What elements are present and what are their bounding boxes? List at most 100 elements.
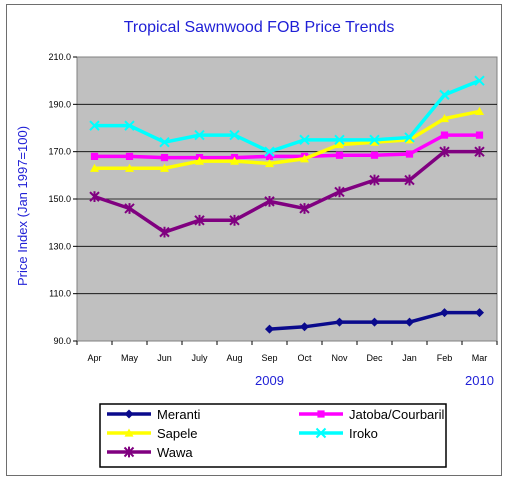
marker-diamond [440,308,449,318]
marker-triangle [265,159,274,168]
y-tick-label: 90.0 [53,336,71,346]
data-point [404,174,415,186]
marker-x [264,146,275,157]
data-point [334,134,345,146]
legend-label: Sapele [157,426,197,441]
y-tick-label: 110.0 [49,289,71,299]
data-point [125,163,134,172]
y-tick-label: 150.0 [48,194,71,204]
marker-x [194,129,205,141]
y-tick-label: 170.0 [48,147,71,157]
data-point [124,409,134,419]
data-point [124,120,135,131]
marker-square [475,131,484,139]
marker-diamond [335,317,344,327]
data-point [264,195,275,207]
marker-x [439,89,450,101]
legend-label: Iroko [349,426,378,441]
marker-asterisk [124,203,135,214]
year-label: 2010 [465,373,494,388]
marker-triangle [300,154,309,163]
marker-triangle [475,106,484,116]
marker-square [160,153,169,162]
series-line [94,133,480,160]
marker-square [125,152,134,160]
marker-asterisk [89,191,100,203]
data-point [229,129,240,141]
data-point [335,140,344,149]
legend-item: Wawa [107,445,193,460]
data-point [405,150,414,158]
x-tick-label: Feb [437,353,453,363]
marker-triangle [370,137,379,146]
data-point [334,186,345,198]
data-point [265,324,274,334]
marker-triangle [405,135,414,144]
data-point [475,106,484,116]
y-tick-label: 130.0 [48,241,71,251]
series-meranti [265,308,484,334]
series-line [93,149,480,235]
chart-title: Tropical Sawnwood FOB Price Trends [124,19,395,36]
data-point [370,137,379,146]
data-point [160,153,169,162]
x-tick-label: Jan [402,353,417,363]
marker-x [89,120,100,131]
y-axis-label: Price Index (Jan 1997=100) [15,126,30,286]
marker-square [405,150,414,158]
marker-square [317,410,325,418]
data-point [315,427,327,439]
data-point [125,152,134,160]
data-point [90,152,99,160]
x-tick-label: Apr [87,353,101,363]
data-point [335,317,344,327]
data-point [124,428,134,437]
marker-triangle [124,428,134,437]
data-point [369,134,380,146]
data-point [370,151,379,159]
data-point [439,146,450,158]
marker-x [369,134,380,146]
data-point [474,75,485,86]
marker-x [299,134,310,146]
y-tick-label: 190.0 [48,99,71,109]
marker-asterisk [194,214,205,226]
data-point [369,174,380,186]
marker-asterisk [159,226,170,238]
marker-asterisk [229,214,240,226]
series-line [94,79,481,154]
marker-square [265,152,274,160]
legend-item: Sapele [107,426,197,441]
chart: Tropical Sawnwood FOB Price Trends Price… [15,19,498,468]
x-tick-label: Nov [331,353,348,363]
legend-item: Meranti [107,407,200,422]
series-wawa [89,146,485,238]
marker-x [229,129,240,141]
marker-square [440,131,449,139]
marker-diamond [265,324,274,334]
marker-asterisk [123,446,135,458]
marker-asterisk [404,174,415,186]
data-point [405,317,414,327]
data-point [440,114,449,123]
data-point [370,317,379,327]
marker-asterisk [369,174,380,186]
marker-square [90,152,99,160]
x-tick-label: Mar [472,353,488,363]
data-point [475,308,484,318]
marker-x [404,132,415,143]
marker-x [334,134,345,146]
marker-asterisk [299,203,310,214]
x-tick-label: Jun [157,353,172,363]
data-point [317,410,325,418]
legend-item: Jatoba/Courbaril [299,407,444,422]
marker-diamond [124,409,134,419]
marker-asterisk [264,195,275,207]
data-point [405,135,414,144]
legend-label: Meranti [157,407,200,422]
legend-label: Wawa [157,445,193,460]
x-tick-label: July [191,353,208,363]
data-point [474,146,485,158]
marker-triangle [125,163,134,172]
data-point [194,129,205,141]
